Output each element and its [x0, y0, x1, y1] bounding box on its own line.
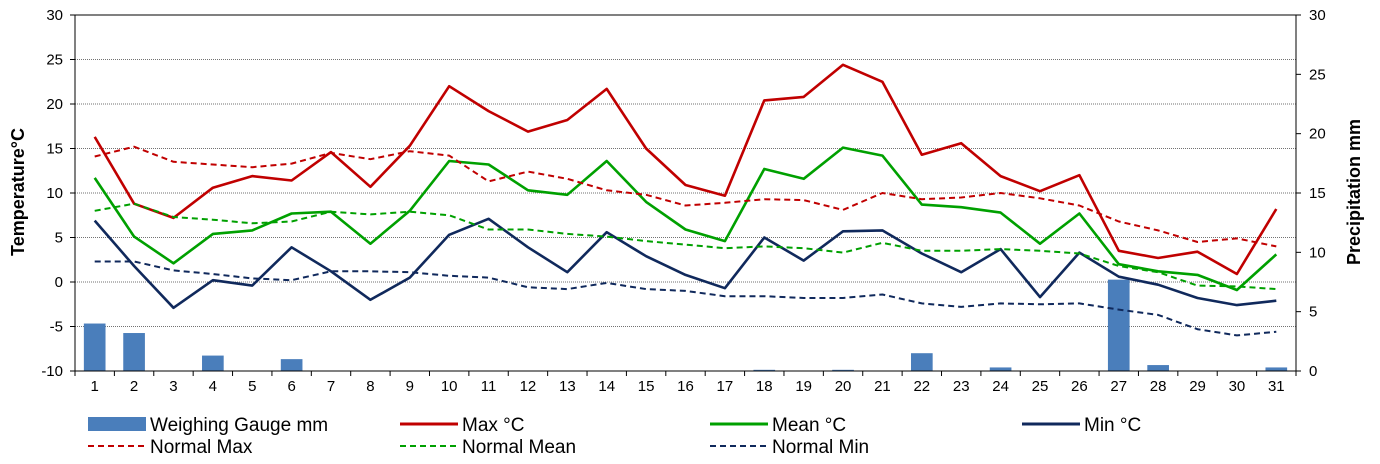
x-tick-label: 11 — [481, 378, 497, 395]
y-right-tick-label: 10 — [1309, 244, 1326, 261]
y-right-tick-label: 20 — [1309, 126, 1326, 143]
y-axis-left-title: Temperature°C — [8, 128, 28, 256]
precip-bar — [1147, 365, 1169, 371]
precip-bar — [280, 359, 303, 371]
x-tick-label: 12 — [520, 378, 537, 395]
x-tick-label: 4 — [209, 378, 217, 395]
series-line-normal-min — [94, 260, 1277, 337]
precip-bar — [1265, 367, 1288, 371]
legend-item: Normal Max — [88, 437, 253, 458]
y-right-tick-label: 25 — [1309, 66, 1326, 83]
x-tick-label: 10 — [441, 378, 458, 395]
y-axis-left-ticks: -10 -5 0 5 10 15 20 25 30 — [41, 7, 63, 380]
precip-bar — [753, 369, 776, 371]
legend-label: Mean °C — [772, 415, 846, 436]
y-left-tick-label: 10 — [46, 185, 63, 202]
x-tick-label: 29 — [1189, 378, 1206, 395]
y-left-tick-label: 25 — [46, 52, 63, 69]
legend-label: Normal Min — [772, 437, 869, 458]
precip-bar — [989, 367, 1012, 371]
y-left-tick-label: 0 — [55, 274, 63, 291]
x-tick-label: 20 — [835, 378, 852, 395]
y-right-tick-label: 30 — [1309, 7, 1326, 24]
x-tick-label: 3 — [169, 378, 177, 395]
legend-label: Weighing Gauge mm — [150, 415, 328, 436]
y-axis-right-title: Precipitation mm — [1344, 119, 1364, 265]
x-tick-label: 14 — [598, 378, 615, 395]
y-left-tick-label: 5 — [55, 230, 63, 247]
legend-item: Mean °C — [710, 415, 846, 436]
x-tick-label: 21 — [874, 378, 891, 395]
x-tick-label: 30 — [1229, 378, 1246, 395]
precip-bar — [83, 323, 106, 371]
x-tick-label: 15 — [638, 378, 655, 395]
y-axis-right-ticks: 0 5 10 15 20 25 30 — [1309, 7, 1326, 380]
y-left-tick-label: -5 — [50, 319, 63, 336]
legend-label: Max °C — [462, 415, 525, 436]
y-left-tick-label: 30 — [46, 7, 63, 24]
x-tick-label: 27 — [1110, 378, 1127, 395]
y-right-tick-label: 15 — [1309, 185, 1326, 202]
y-right-tick-label: 0 — [1309, 363, 1317, 380]
axes — [70, 14, 1301, 376]
precip-bar — [910, 353, 933, 371]
legend-item: Normal Mean — [400, 437, 576, 458]
y-left-tick-label: 20 — [46, 96, 63, 113]
precipitation-bars — [83, 279, 1288, 371]
legend-label: Min °C — [1084, 415, 1141, 436]
precip-bar — [832, 369, 854, 371]
x-tick-label: 18 — [756, 378, 773, 395]
y-left-tick-label: -10 — [41, 363, 63, 380]
x-tick-label: 7 — [327, 378, 335, 395]
series-line-max-c — [93, 63, 1278, 276]
x-tick-label: 31 — [1268, 378, 1285, 395]
precip-bar — [123, 333, 145, 371]
legend-label: Normal Mean — [462, 437, 576, 458]
series-line-min-c — [93, 217, 1277, 310]
x-tick-label: 2 — [130, 378, 138, 395]
x-tick-label: 24 — [992, 378, 1009, 395]
precip-bar — [202, 355, 224, 371]
legend-item: Normal Min — [710, 437, 869, 458]
x-tick-label: 23 — [953, 378, 970, 395]
legend: Weighing Gauge mm Max °C Mean °C Min °C Norm… — [88, 415, 1141, 458]
series-line-normal-max — [94, 145, 1277, 248]
y-right-tick-label: 5 — [1309, 304, 1317, 321]
x-tick-label: 22 — [913, 378, 930, 395]
x-tick-label: 6 — [287, 378, 295, 395]
series-line-mean-c — [93, 146, 1278, 292]
x-tick-label: 25 — [1032, 378, 1049, 395]
precip-bar — [1107, 279, 1130, 371]
x-tick-label: 1 — [91, 378, 99, 395]
x-tick-label: 16 — [677, 378, 694, 395]
series-line-normal-mean — [94, 202, 1277, 291]
x-tick-label: 13 — [559, 378, 576, 395]
x-tick-label: 8 — [366, 378, 374, 395]
x-tick-label: 5 — [248, 378, 256, 395]
legend-label: Normal Max — [150, 437, 253, 458]
legend-swatch-bar — [88, 417, 146, 431]
x-tick-label: 9 — [406, 378, 414, 395]
legend-item: Min °C — [1022, 415, 1141, 436]
y-left-tick-label: 15 — [46, 141, 63, 158]
x-tick-label: 26 — [1071, 378, 1088, 395]
x-tick-label: 17 — [717, 378, 734, 395]
x-tick-label: 28 — [1150, 378, 1167, 395]
temperature-lines — [93, 63, 1278, 337]
x-axis-ticks: 1 2 3 4 5 6 7 8 9 10 11 12 13 14 15 16 17 18 19 20 21 22 23 24 2… — [91, 378, 1285, 395]
gridlines — [75, 59, 1296, 327]
legend-item: Weighing Gauge mm — [88, 415, 328, 436]
legend-item: Max °C — [400, 415, 525, 436]
x-tick-label: 19 — [795, 378, 812, 395]
